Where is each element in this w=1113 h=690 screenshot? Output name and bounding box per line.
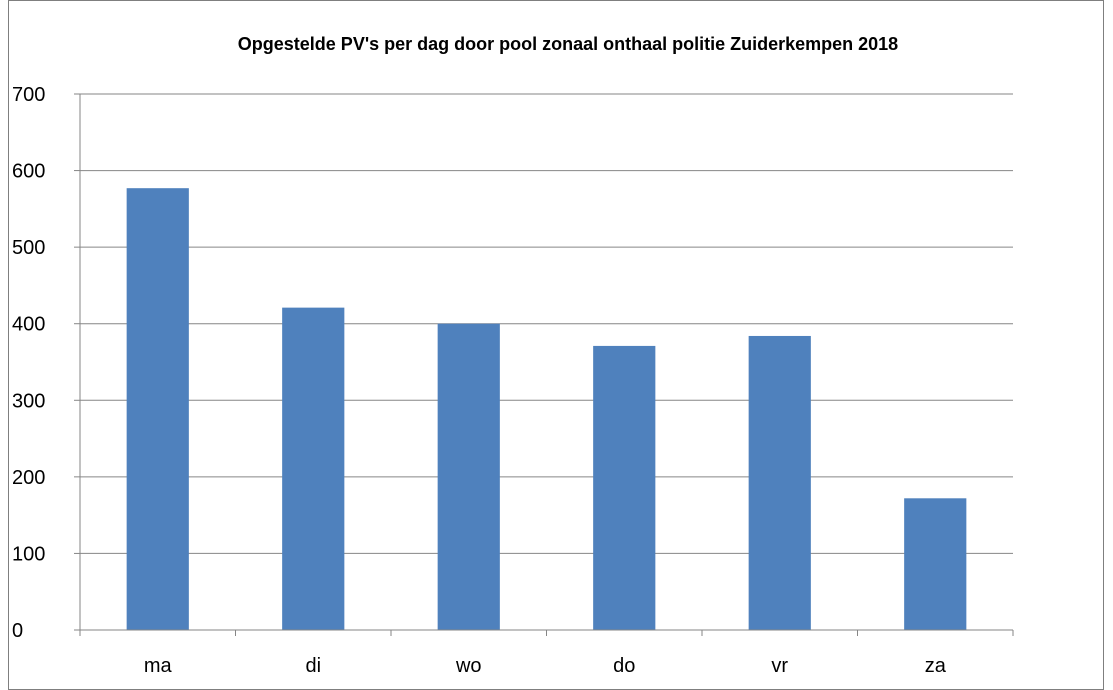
- gridlines: [80, 93, 1013, 554]
- x-tick-label: za: [925, 655, 947, 677]
- bar-do: [593, 345, 656, 630]
- y-tick-label: 200: [12, 467, 45, 489]
- y-tick-label: 500: [12, 237, 45, 259]
- bar-ma: [126, 188, 189, 630]
- y-tick-label: 0: [12, 620, 23, 642]
- x-tick-label: vr: [771, 655, 788, 677]
- y-tick-label: 600: [12, 161, 45, 183]
- x-tick-labels: ma di wo do vr za: [144, 655, 947, 677]
- y-tick-label: 700: [12, 84, 45, 106]
- x-tick-label: di: [305, 655, 321, 677]
- bar-vr: [748, 335, 811, 630]
- bar-za: [904, 498, 967, 630]
- y-tick-label: 300: [12, 390, 45, 412]
- y-tick-label: 400: [12, 314, 45, 336]
- y-tick-label: 100: [12, 543, 45, 565]
- x-tick-label: wo: [455, 655, 482, 677]
- x-tick-label: do: [613, 655, 635, 677]
- chart-title: Opgestelde PV's per dag door pool zonaal…: [238, 34, 898, 54]
- y-tick-labels: 0 100 200 300 400 500 600 700: [12, 84, 45, 642]
- bar-wo: [437, 323, 500, 630]
- bars: [126, 188, 967, 630]
- x-tick-label: ma: [144, 655, 173, 677]
- bar-di: [282, 307, 345, 630]
- axes: [74, 93, 1014, 636]
